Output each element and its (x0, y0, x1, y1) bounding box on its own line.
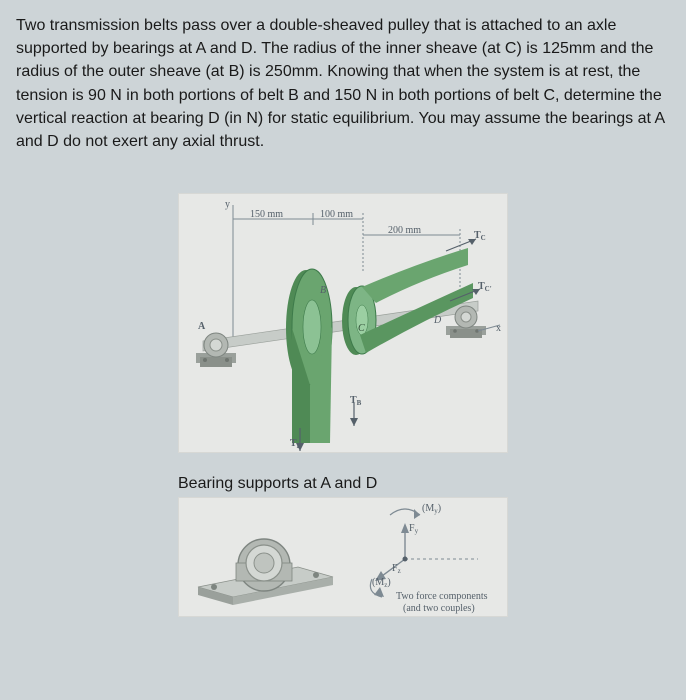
bearing-figure: (My) Fy Fz (Mz) Two force components (an… (178, 497, 508, 617)
label-y-axis: y (225, 199, 230, 210)
label-dim-150: 150 mm (250, 209, 283, 220)
label-Fy: Fy (409, 523, 418, 534)
label-My: (My) (422, 503, 441, 514)
label-dim-100: 100 mm (320, 209, 353, 220)
label-Tc2-T: T (478, 281, 485, 292)
label-B: B (320, 285, 326, 296)
label-Mz: (Mz) (372, 577, 391, 588)
pulley-figure: y 150 mm 100 mm 200 mm A B C D x TC TC' … (178, 193, 508, 453)
label-A: A (198, 321, 205, 332)
label-Tb-sub: B (357, 399, 362, 407)
problem-statement: Two transmission belts pass over a doubl… (16, 14, 670, 153)
note-line1: Two force components (396, 591, 488, 602)
label-C: C (358, 323, 365, 334)
label-D: D (434, 315, 441, 326)
label-Tc-sub: C (481, 234, 486, 242)
note-line2: (and two couples) (403, 603, 475, 614)
label-Tc: TC (474, 230, 486, 241)
label-dim-200: 200 mm (388, 225, 421, 236)
bearing-caption: Bearing supports at A and D (178, 475, 508, 493)
label-Tb: TB (350, 395, 361, 406)
label-Tc2-sub: C' (485, 285, 492, 293)
pulley-svg (178, 193, 508, 453)
label-Tb2-sub: B' (297, 442, 304, 450)
label-x-axis: x (496, 323, 501, 334)
label-Fz: Fz (392, 563, 401, 574)
label-Tb2-T: T (290, 438, 297, 449)
label-Tb-T: T (350, 395, 357, 406)
figure-wrap: y 150 mm 100 mm 200 mm A B C D x TC TC' … (178, 193, 508, 617)
label-Tb-prime: TB' (290, 438, 303, 449)
page: Two transmission belts pass over a doubl… (0, 0, 686, 700)
label-Tc-prime: TC' (478, 281, 492, 292)
label-Tc-T: T (474, 230, 481, 241)
